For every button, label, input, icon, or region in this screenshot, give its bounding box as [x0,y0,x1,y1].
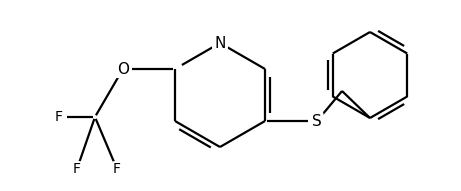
Text: S: S [312,113,322,129]
Text: F: F [113,162,121,176]
Text: F: F [55,110,63,124]
Text: N: N [214,36,226,50]
Text: O: O [117,62,129,77]
Text: F: F [73,162,81,176]
